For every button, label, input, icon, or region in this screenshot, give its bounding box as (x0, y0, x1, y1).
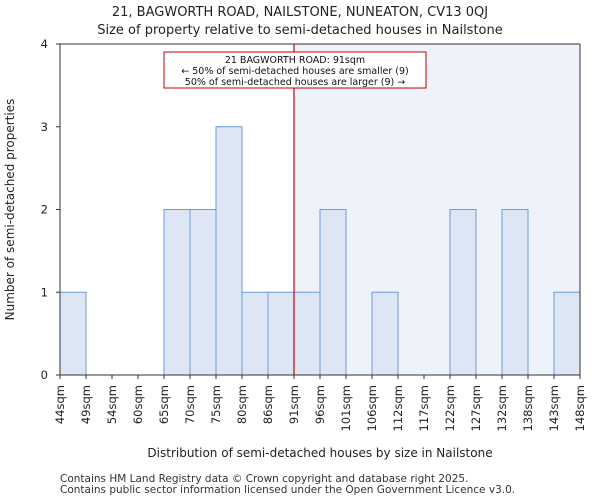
y-axis-label: Number of semi-detached properties (3, 99, 17, 321)
x-tick-label: 49sqm (79, 385, 93, 424)
x-tick-label: 106sqm (365, 385, 379, 431)
bar-91sqm (293, 291, 321, 376)
x-tick-label: 86sqm (261, 385, 275, 424)
x-tick-label: 96sqm (313, 385, 327, 424)
x-tick-label: 132sqm (495, 385, 509, 431)
bar-44sqm (59, 291, 87, 376)
bar-86sqm (267, 291, 295, 376)
x-tick-label: 54sqm (105, 385, 119, 424)
bar-122sqm (449, 209, 477, 376)
annotation-line-1: 21 BAGWORTH ROAD: 91sqm (225, 55, 365, 66)
chart-subtitle: Size of property relative to semi-detach… (97, 23, 503, 38)
bar-65sqm (163, 209, 191, 376)
x-tick-label: 80sqm (235, 385, 249, 424)
x-tick-label: 117sqm (417, 385, 431, 431)
x-tick-label: 101sqm (339, 385, 353, 431)
x-tick-label: 148sqm (573, 385, 587, 431)
x-tick-label: 91sqm (287, 385, 301, 424)
annotation-line-2: ← 50% of semi-detached houses are smalle… (181, 66, 409, 77)
x-axis-label: Distribution of semi-detached houses by … (147, 446, 492, 460)
y-tick-label: 0 (41, 368, 48, 382)
footer-licence: Contains public sector information licen… (60, 484, 516, 496)
x-tick-label: 122sqm (443, 385, 457, 431)
bar-106sqm (371, 291, 399, 376)
footer-copyright: Contains HM Land Registry data © Crown c… (60, 473, 469, 485)
y-tick-label: 3 (41, 120, 48, 134)
x-tick-label: 65sqm (157, 385, 171, 424)
annotation-line-3: 50% of semi-detached houses are larger (… (185, 77, 405, 88)
bar-80sqm (241, 291, 269, 376)
y-tick-label: 4 (41, 37, 48, 51)
annotation-box (163, 51, 427, 89)
x-tick-label: 70sqm (183, 385, 197, 424)
x-tick-label: 127sqm (469, 385, 483, 431)
bar-143sqm (553, 291, 581, 376)
x-tick-label: 138sqm (521, 385, 535, 431)
y-tick-label: 1 (41, 285, 48, 299)
bar-70sqm (189, 209, 217, 376)
x-tick-label: 60sqm (131, 385, 145, 424)
x-tick-label: 112sqm (391, 385, 405, 431)
bar-96sqm (319, 209, 347, 376)
chart-title: 21, BAGWORTH ROAD, NAILSTONE, NUNEATON, … (111, 5, 489, 20)
x-tick-label: 75sqm (209, 385, 223, 424)
bar-75sqm (215, 126, 243, 376)
y-tick-label: 2 (41, 203, 48, 217)
bar-132sqm (501, 209, 529, 376)
x-tick-label: 143sqm (547, 385, 561, 431)
x-tick-label: 44sqm (53, 385, 67, 424)
